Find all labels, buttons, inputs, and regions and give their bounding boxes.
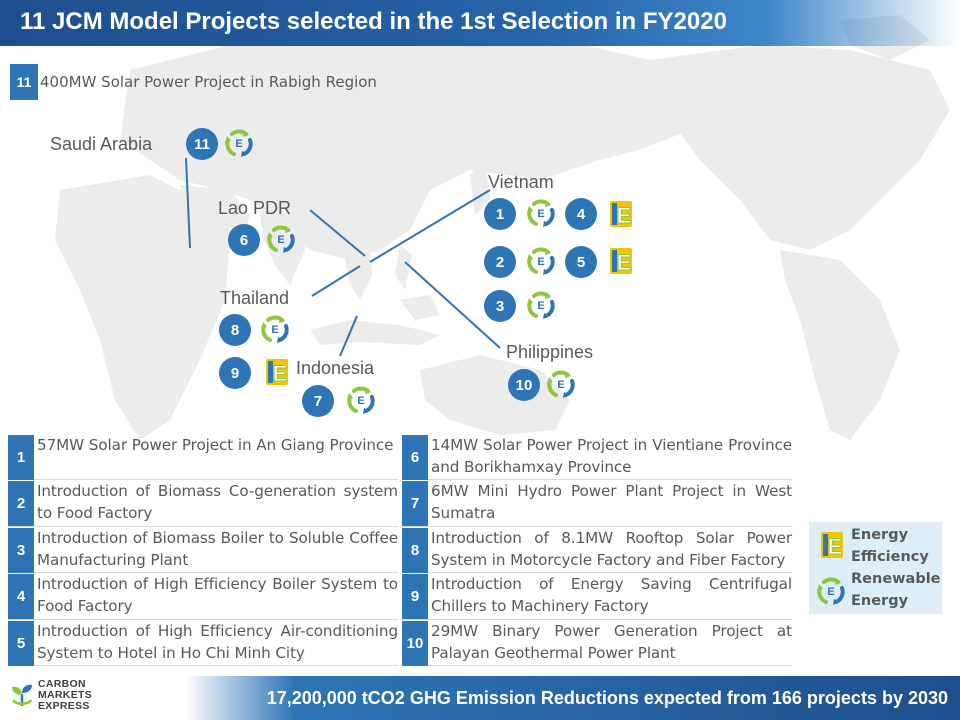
project-number-badge: 4: [8, 574, 34, 620]
renewable-energy-icon: E: [547, 370, 575, 398]
renewable-energy-icon: E: [527, 291, 555, 319]
project-number-badge: 3: [8, 527, 34, 573]
svg-text:E: E: [827, 586, 834, 598]
legend-label-energy-efficiency: Energy Efficiency: [851, 527, 929, 565]
country-label-indonesia: Indonesia: [296, 358, 375, 378]
renewable-energy-icon: E: [347, 386, 375, 414]
project-pin: 5: [565, 246, 597, 278]
country-label-laos: Lao PDR: [218, 198, 292, 218]
table-row: 8 Introduction of 8.1MW Rooftop Solar Po…: [402, 527, 792, 574]
project-pin: 8: [219, 314, 251, 346]
table-row: 9 Introduction of Energy Saving Centrifu…: [402, 573, 792, 620]
title-bar: 11 JCM Model Projects selected in the 1s…: [0, 0, 960, 46]
table-row: 4 Introduction of High Efficiency Boiler…: [8, 573, 398, 620]
renewable-energy-icon: E: [527, 199, 555, 227]
project-pin: 9: [219, 357, 251, 389]
project-table-right: 6 14MW Solar Power Project in Vientiane …: [402, 434, 792, 666]
project-description: 29MW Binary Power Generation Project at …: [431, 621, 792, 662]
project-description: Introduction of Biomass Boiler to Solubl…: [37, 528, 398, 569]
project-number-badge: 5: [8, 620, 34, 666]
energy-efficiency-icon: E: [266, 359, 288, 387]
project-description: Introduction of Energy Saving Centrifuga…: [431, 575, 792, 616]
table-row: 3 Introduction of Biomass Boiler to Solu…: [8, 527, 398, 574]
svg-text:E: E: [537, 300, 544, 312]
table-row: 2 Introduction of Biomass Co-generation …: [8, 480, 398, 527]
project-description: Introduction of Biomass Co-generation sy…: [37, 482, 398, 523]
svg-text:E: E: [277, 234, 284, 246]
energy-efficiency-icon: E: [610, 248, 632, 276]
project-number-badge: 10: [402, 620, 428, 666]
country-label-thailand: Thailand: [220, 288, 290, 308]
project-number-badge: 8: [402, 527, 428, 573]
project-pin: 4: [565, 198, 597, 230]
project-pin: 1: [484, 198, 516, 230]
table-row: 1 57MW Solar Power Project in An Giang P…: [8, 434, 398, 481]
project-description: 6MW Mini Hydro Power Plant Project in We…: [431, 482, 792, 523]
project-number-badge: 1: [8, 435, 34, 480]
svg-text:E: E: [537, 256, 544, 268]
renewable-energy-icon: E: [225, 129, 253, 157]
project-table-left: 1 57MW Solar Power Project in An Giang P…: [8, 434, 398, 666]
energy-efficiency-icon: E: [610, 201, 632, 229]
project-number-badge: 2: [8, 481, 34, 527]
page-title: 11 JCM Model Projects selected in the 1s…: [20, 8, 727, 35]
country-label-vietnam: Vietnam: [488, 172, 554, 192]
svg-text:E: E: [557, 379, 564, 391]
project-number-badge: 9: [402, 574, 428, 620]
project-number-badge: 6: [402, 435, 428, 480]
svg-text:E: E: [235, 138, 242, 150]
project-number-badge: 11: [10, 64, 38, 100]
footer-text: 17,200,000 tCO2 GHG Emission Reductions …: [266, 688, 948, 708]
country-label-philippines: Philippines: [506, 342, 594, 362]
project-number-badge: 7: [402, 481, 428, 527]
project-description: 14MW Solar Power Project in Vientiane Pr…: [431, 436, 792, 476]
project-pin: 7: [302, 385, 334, 417]
project-description: 57MW Solar Power Project in An Giang Pro…: [37, 436, 394, 454]
table-row: 5 Introduction of High Efficiency Air-co…: [8, 620, 398, 666]
table-row: 10 29MW Binary Power Generation Project …: [402, 620, 792, 666]
renewable-energy-icon: E: [261, 315, 289, 343]
renewable-energy-icon: E: [267, 225, 295, 253]
project-description: Introduction of 8.1MW Rooftop Solar Powe…: [431, 528, 792, 569]
project-pin: 10: [508, 369, 540, 401]
svg-text:E: E: [617, 250, 632, 275]
energy-efficiency-icon: E: [821, 532, 843, 560]
svg-text:E: E: [828, 534, 843, 559]
legend: E Energy Efficiency E Renewable Energy: [809, 522, 942, 614]
renewable-energy-icon: E: [817, 577, 845, 605]
project-pin: 2: [484, 246, 516, 278]
footer-bar: 17,200,000 tCO2 GHG Emission Reductions …: [185, 676, 960, 720]
project-description: Introduction of High Efficiency Air-cond…: [37, 621, 398, 662]
svg-text:E: E: [617, 203, 632, 228]
svg-text:E: E: [273, 361, 288, 386]
top-project-item: 11 400MW Solar Power Project in Rabigh R…: [10, 64, 377, 100]
country-label-saudi-arabia: Saudi Arabia: [50, 134, 153, 154]
sprout-logo-icon: [11, 684, 33, 706]
svg-text:E: E: [537, 208, 544, 220]
table-row: 7 6MW Mini Hydro Power Plant Project in …: [402, 480, 792, 527]
carbon-markets-express-logo: CARBON MARKETS EXPRESS: [10, 677, 92, 713]
table-row: 6 14MW Solar Power Project in Vientiane …: [402, 434, 792, 481]
project-pin: 6: [228, 224, 260, 256]
renewable-energy-icon: E: [527, 247, 555, 275]
svg-text:E: E: [271, 324, 278, 336]
svg-text:E: E: [357, 395, 364, 407]
project-pin: 3: [484, 290, 516, 322]
project-description: Introduction of High Efficiency Boiler S…: [37, 575, 398, 616]
project-description: 400MW Solar Power Project in Rabigh Regi…: [40, 73, 377, 91]
project-pin: 11: [186, 128, 218, 160]
legend-label-renewable-energy: Renewable Energy: [851, 571, 941, 609]
